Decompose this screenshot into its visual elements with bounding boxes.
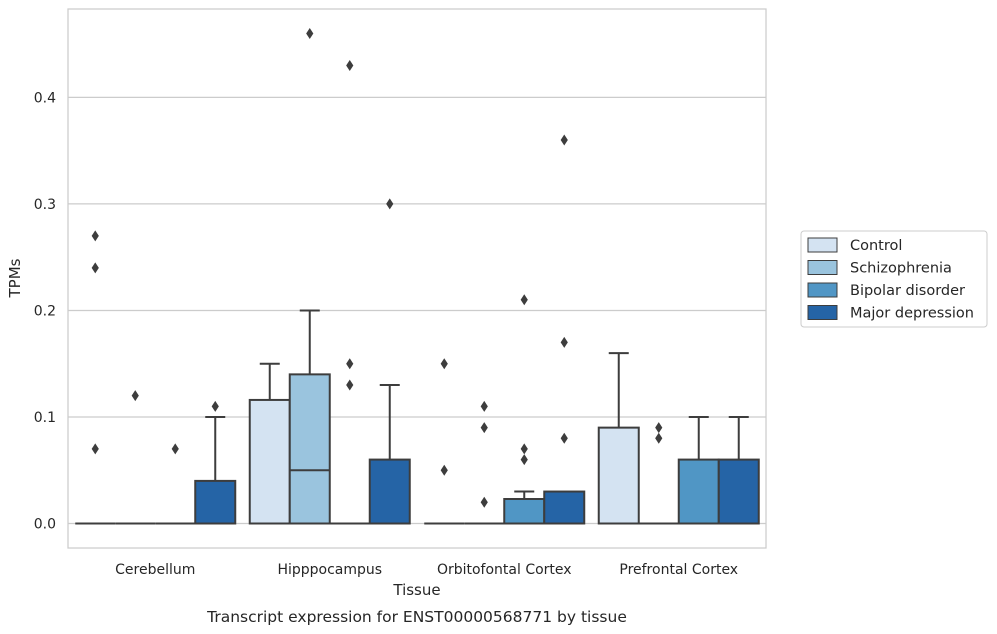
box-0-0: [75, 230, 116, 525]
outlier-point: [91, 443, 99, 455]
box-1-2: [329, 59, 370, 525]
outlier-point: [346, 358, 354, 370]
legend-swatch: [807, 260, 838, 275]
outlier-point: [211, 400, 219, 412]
y-tick-label: 0.3: [34, 197, 56, 213]
box-0-2: [155, 443, 196, 525]
outlier-point: [440, 358, 448, 370]
outlier-point: [560, 134, 568, 146]
box-1-1: [288, 28, 331, 525]
y-tick-label: 0.1: [34, 410, 56, 426]
box-1-3: [368, 198, 411, 525]
box-0-1: [115, 390, 156, 525]
legend-swatch: [807, 237, 838, 253]
box-body: [717, 458, 760, 525]
box-2-2: [503, 294, 546, 525]
legend-label: Bipolar disorder: [850, 283, 965, 299]
legend: Control Schizophrenia Bipolar disorder Majo…: [800, 230, 988, 328]
legend-label: Major depression: [850, 306, 974, 322]
outlier-point: [131, 390, 139, 402]
legend-frame: [800, 230, 988, 328]
outlier-point: [655, 422, 663, 434]
outlier-point: [171, 443, 179, 455]
y-tick-label: 0.0: [34, 517, 56, 533]
box-3-1: [638, 422, 679, 525]
legend-swatch: [807, 282, 838, 298]
outlier-point: [91, 230, 99, 242]
outlier-point: [306, 28, 314, 39]
outlier-point: [386, 198, 394, 210]
outlier-point: [346, 379, 354, 391]
outlier-point: [560, 336, 568, 348]
box-body: [677, 458, 720, 525]
outlier-point: [480, 422, 488, 434]
box-body: [368, 458, 411, 525]
outlier-point: [655, 432, 663, 444]
x-tick-label: Hipppocampus: [277, 562, 382, 578]
outlier-point: [520, 294, 528, 306]
outlier-point: [480, 400, 488, 412]
plot-area: [68, 9, 766, 548]
legend-label: Schizophrenia: [850, 261, 952, 277]
box-3-0: [597, 352, 640, 525]
y-axis-ticks: 0.0 0.1 0.2 0.3 0.4: [34, 90, 56, 532]
box-body: [288, 373, 331, 525]
box-body: [597, 426, 640, 525]
box-2-1: [464, 400, 505, 525]
x-tick-label: Prefrontal Cortex: [619, 562, 738, 578]
box-series: [75, 28, 760, 525]
box-3-3: [717, 415, 760, 525]
x-tick-label: Orbitofontal Cortex: [437, 562, 572, 578]
x-axis-ticks: Cerebellum Hipppocampus Orbitofontal Corte…: [115, 562, 738, 578]
y-tick-label: 0.2: [34, 303, 56, 319]
outlier-point: [440, 464, 448, 476]
box-0-3: [194, 400, 237, 525]
outlier-point: [560, 432, 568, 444]
legend-swatch: [807, 305, 838, 320]
plot-frame: [67, 8, 767, 549]
chart-caption: Transcript expression for ENST0000056877…: [206, 608, 627, 626]
outlier-point: [520, 443, 528, 455]
box-body: [194, 479, 237, 525]
box-body: [248, 398, 291, 525]
legend-label: Control: [850, 238, 902, 254]
box-body: [543, 490, 586, 525]
outlier-point: [520, 454, 528, 466]
x-axis-label: Tissue: [392, 581, 440, 599]
box-body: [503, 498, 546, 525]
box-2-0: [424, 358, 465, 525]
outlier-point: [346, 59, 354, 71]
x-tick-label: Cerebellum: [115, 562, 195, 578]
outlier-point: [480, 496, 488, 508]
box-2-3: [543, 134, 586, 525]
outlier-point: [91, 262, 99, 274]
y-axis-label: TPMs: [6, 258, 24, 298]
y-tick-label: 0.4: [34, 90, 56, 106]
